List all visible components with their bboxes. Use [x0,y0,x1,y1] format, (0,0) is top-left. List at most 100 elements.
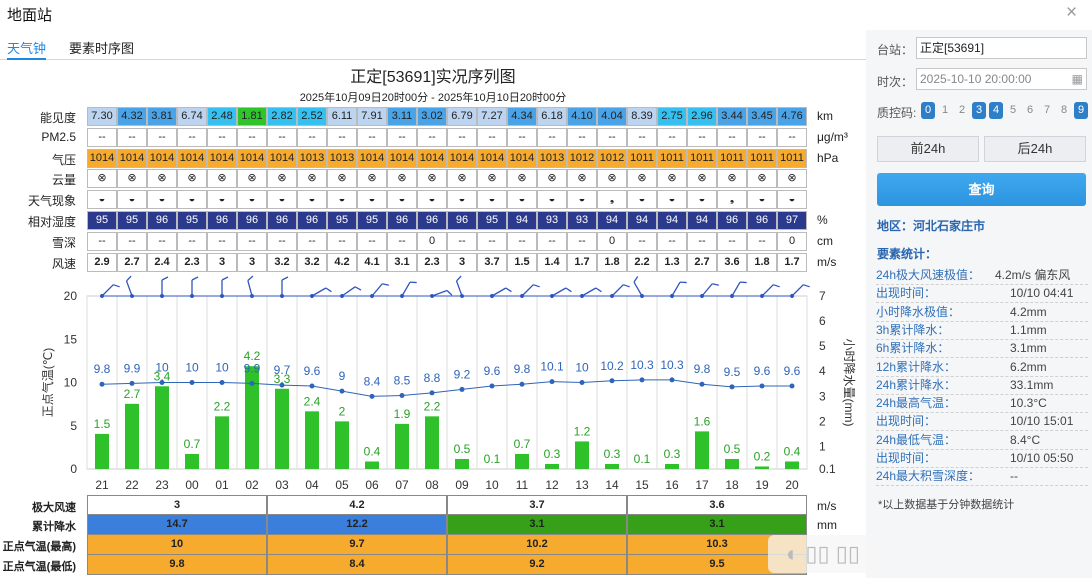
table-cell: -- [447,128,477,147]
table-cell: -- [147,128,177,147]
stat-value: 33.1mm [1010,377,1054,392]
table-cell: 3.45 [747,107,777,126]
table-cell: ⊗ [447,169,477,188]
table-cell: 1.8 [597,253,627,272]
table-cell: 1014 [117,149,147,168]
table-cell: -- [747,128,777,147]
wind-barb-icon [580,287,602,298]
query-button[interactable]: 查询 [877,173,1086,206]
summary-label: 正点气温(最高) [2,541,76,553]
qc-code-toggle[interactable]: 2 [958,104,966,116]
qc-code-toggle[interactable]: 7 [1043,104,1051,116]
temperature-label: 8.5 [394,373,411,387]
tab-element-timeseries[interactable]: 要素时序图 [69,41,135,56]
precip-bar [725,458,739,469]
precip-label: 1.9 [394,407,411,421]
table-cell: 1014 [147,149,177,168]
wind-barb-icon [100,284,120,298]
next-24h-button[interactable]: 后24h [984,136,1086,162]
wind-barb-icon [160,276,169,298]
summary-cell: 3.6 [627,495,807,516]
precip-label: 3.4 [154,369,171,383]
temperature-point [369,393,375,399]
station-label: 台站： [877,43,914,57]
qc-code-toggle[interactable]: 0 [921,102,935,119]
table-cell: -- [147,232,177,251]
temperature-point [699,381,705,387]
station-field[interactable]: 正定[53691] [916,37,1087,59]
calendar-icon[interactable]: ▦ [1071,72,1083,86]
table-cell: 6.79 [447,107,477,126]
precip-bar [305,411,319,469]
table-cell: 8.39 [627,107,657,126]
precip-label: 0.4 [784,444,801,458]
precip-label: 0.1 [484,452,501,466]
stat-row: 24h最大积雪深度： -- [876,468,1088,487]
table-cell: 96 [387,211,417,230]
temperature-point [459,386,465,392]
table-cell: 6.11 [327,107,357,126]
table-cell: ◒ [177,190,207,209]
close-icon[interactable]: × [1066,2,1078,23]
table-cell: 2.7 [687,253,717,272]
stat-value: 10/10 15:01 [1010,414,1074,429]
temperature-label: 9.5 [724,365,741,379]
temperature-label: 9.8 [94,362,111,376]
table-cell: ⊗ [237,169,267,188]
time-field[interactable]: 2025-10-10 20:00:00 ▦ [916,68,1087,90]
tab-weather-clock[interactable]: 天气钟 [7,38,47,60]
window-title: 地面站 [7,7,53,24]
row-label: 气压 [51,153,76,167]
table-cell: -- [657,128,687,147]
row-unit: % [817,213,828,227]
table-cell: -- [507,128,537,147]
precip-bar [395,423,409,469]
prev-24h-button[interactable]: 前24h [877,136,979,162]
wind-barb-icon [280,276,289,298]
stat-row: 出现时间： 10/10 15:01 [876,413,1088,432]
temperature-point [759,383,765,389]
temperature-point [219,380,225,385]
table-cell: ⊗ [507,169,537,188]
y2-tick-label: 7 [819,289,826,303]
qc-code-toggle[interactable]: 1 [941,104,949,116]
x-tick-label: 12 [545,478,559,492]
row-label: 能见度 [39,111,76,125]
summary-cell: 12.2 [267,514,447,535]
temperature-label: 9.6 [784,364,801,378]
qc-code-toggle[interactable]: 3 [972,102,986,119]
precip-label: 2.2 [214,399,231,413]
temperature-label: 10.2 [600,359,624,373]
qc-code-toggle[interactable]: 6 [1026,104,1034,116]
x-tick-label: 18 [725,478,739,492]
table-cell: 95 [477,211,507,230]
wind-barb-icon [247,275,254,298]
stat-key: 出现时间： [876,286,937,301]
qc-code-toggle[interactable]: 5 [1009,104,1017,116]
temperature-point [159,380,165,385]
row-label: 雪深 [51,236,76,250]
precip-label: 2 [339,404,346,418]
table-cell: ◒ [87,190,117,209]
table-cell: ◒ [417,190,447,209]
temperature-point [429,390,435,396]
precip-bar [245,366,259,469]
qc-code-toggle[interactable]: 9 [1074,102,1088,119]
table-cell: -- [177,128,207,147]
table-cell: ◒ [657,190,687,209]
qc-code-toggle[interactable]: 4 [989,102,1003,119]
wind-barb-icon [190,276,199,298]
table-cell: ◒ [627,190,657,209]
table-cell: 96 [147,211,177,230]
precip-label: 0.5 [454,442,471,456]
table-cell: 1013 [327,149,357,168]
table-cell: 1.3 [657,253,687,272]
qc-code-toggle[interactable]: 8 [1060,104,1068,116]
table-cell: 1014 [447,149,477,168]
table-cell: 2.3 [177,253,207,272]
summary-cell: 3 [87,495,267,516]
table-cell: 0 [417,232,447,251]
stat-value: 6.2mm [1010,359,1047,374]
precip-bar [605,463,619,469]
y2-tick-label: 3 [819,389,826,403]
